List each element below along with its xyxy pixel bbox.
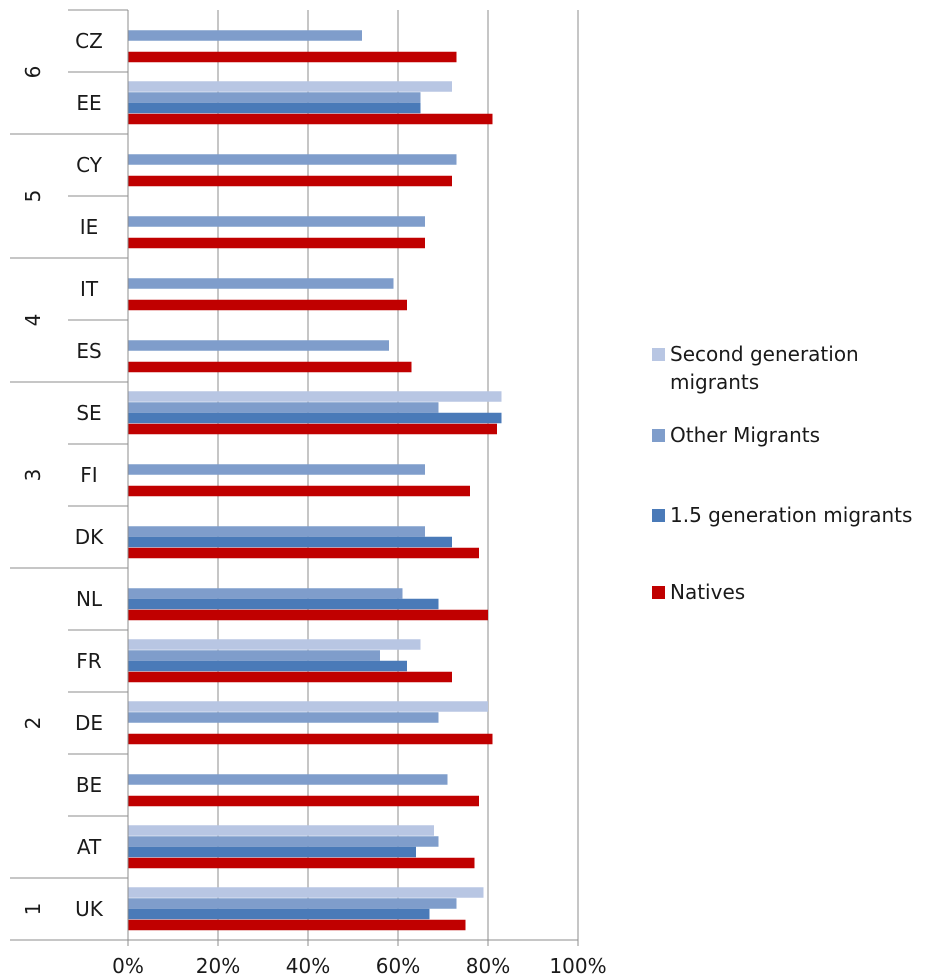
bar-cy-natives [128,175,452,187]
bars [128,30,502,931]
x-tick-label: 80% [466,954,510,978]
bar-se-other [128,402,439,413]
country-label: BE [76,773,102,797]
bar-dk-natives [128,547,479,559]
legend-item-natives: Natives [652,578,934,606]
legend-label-second-generation: Second generation migrants [670,342,859,394]
x-tick-label: 100% [549,954,606,978]
country-label: ES [76,339,101,363]
bar-ie-natives [128,237,425,249]
country-label: CY [76,153,103,177]
bar-de-natives [128,733,493,745]
bar-be-other [128,774,448,785]
legend-swatch-other-migrants [652,429,665,442]
legend-swatch-second-generation [652,348,665,361]
bar-se-gen15 [128,412,502,424]
legend-label-other-migrants: Other Migrants [670,423,821,447]
country-label: AT [77,835,102,859]
bar-it-natives [128,299,407,311]
bar-uk-natives [128,919,466,931]
bar-es-natives [128,361,412,373]
bar-fr-gen15 [128,660,407,672]
bar-at-gen15 [128,846,416,858]
bar-fr-second [128,639,421,650]
bar-cy-other [128,154,457,165]
legend-item-1-5-generation: 1.5 generation migrants [652,501,934,529]
bar-cz-natives [128,51,457,63]
country-label: DK [75,525,104,549]
country-label: SE [76,401,101,425]
bar-de-second [128,701,488,712]
x-tick-label: 0% [112,954,144,978]
bar-be-natives [128,795,479,807]
legend-swatch-1-5-generation [652,509,665,522]
axes: 0% 20% 40% 60% 80% 100% [10,9,607,978]
group-label: 4 [21,314,45,327]
legend-label-natives: Natives [670,580,746,604]
bar-nl-other [128,588,403,599]
bar-nl-natives [128,609,488,621]
bar-ee-gen15 [128,102,421,114]
bar-ee-natives [128,113,493,125]
bar-uk-gen15 [128,908,430,920]
bar-ee-other [128,92,421,103]
group-label: 2 [21,717,45,730]
group-label: 5 [21,190,45,203]
bar-uk-other [128,898,457,909]
bar-fi-natives [128,485,470,497]
country-label: CZ [75,29,103,53]
legend: Second generation migrants Other Migrant… [652,340,934,606]
country-label: FR [76,649,102,673]
bar-at-second [128,825,434,836]
bar-at-other [128,836,439,847]
country-label: DE [75,711,103,735]
bar-it-other [128,278,394,289]
gridlines [217,10,579,940]
group-label: 1 [21,903,45,916]
bar-de-other [128,712,439,723]
country-label: FI [80,463,97,487]
x-tick-label: 60% [376,954,420,978]
category-labels: CZ EE CY IE IT ES SE FI DK NL FR DE BE AT UK 6 5 4 3 2 1 [21,29,104,921]
bar-uk-second [128,887,484,898]
bar-cz-other [128,30,362,41]
bar-at-natives [128,857,475,869]
bar-fr-natives [128,671,452,683]
x-tick-label: 40% [286,954,330,978]
bar-se-second [128,391,502,402]
country-label: UK [75,897,104,921]
country-label: IE [80,215,99,239]
bar-dk-gen15 [128,536,452,548]
bar-fr-other [128,650,380,661]
bar-nl-gen15 [128,598,439,610]
country-label: NL [76,587,103,611]
bar-se-natives [128,423,497,435]
legend-item-other-migrants: Other Migrants [652,421,934,449]
country-label: IT [80,277,99,301]
legend-label-1-5-generation: 1.5 generation migrants [670,503,913,527]
group-label: 3 [21,469,45,482]
group-label: 6 [21,66,45,79]
x-tick-label: 20% [196,954,240,978]
bar-es-other [128,340,389,351]
bar-ie-other [128,216,425,227]
bar-dk-other [128,526,425,537]
country-label: EE [76,91,101,115]
legend-item-second-generation: Second generation migrants [652,340,934,396]
legend-swatch-natives [652,586,665,599]
bar-ee-second [128,81,452,92]
bar-fi-other [128,464,425,475]
